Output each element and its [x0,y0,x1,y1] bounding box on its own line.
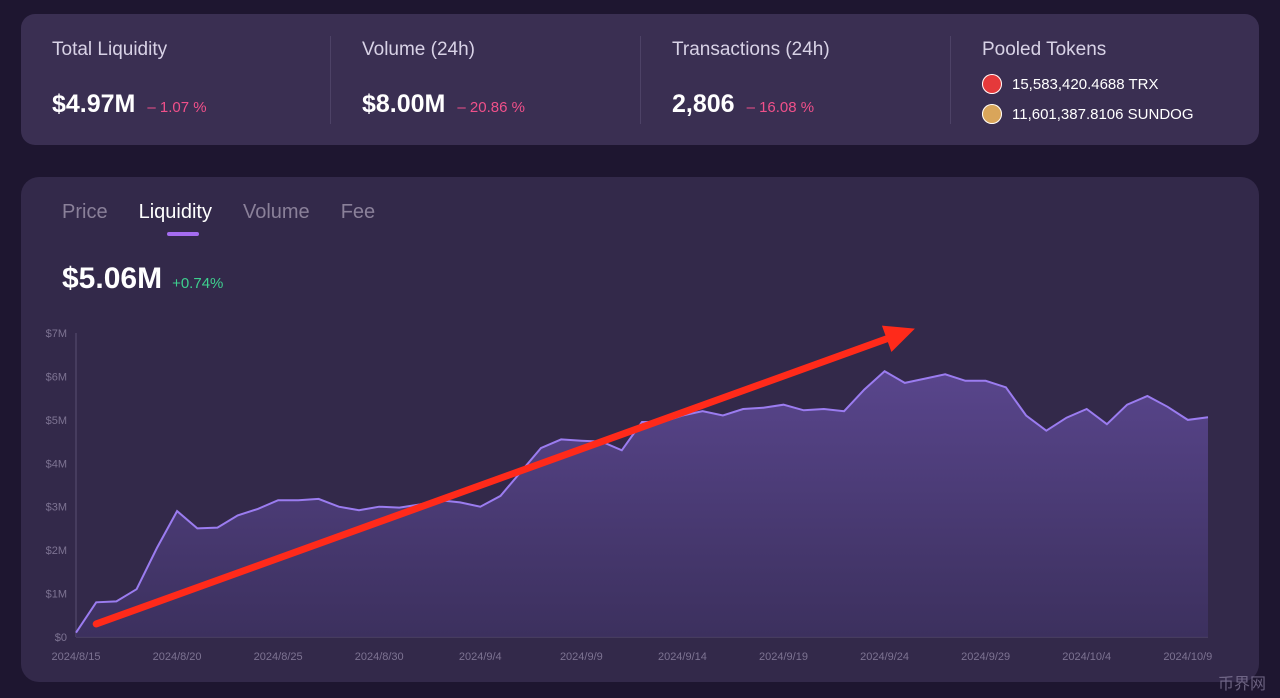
trend-arrow-head [881,325,915,353]
pooled-token-sundog: 11,601,387.8106 SUNDOG [982,104,1194,124]
y-tick-label: $7M [46,328,67,340]
x-tick-label: 2024/9/24 [860,651,909,663]
volume-change: – 20.86 % [457,99,525,116]
y-axis: $0 $1M $2M $3M $4M $5M $6M $7M [46,328,67,644]
y-tick-label: $1M [46,589,67,601]
x-tick-label: 2024/9/29 [961,651,1010,663]
volume-value: $8.00M [362,90,446,118]
x-tick-label: 2024/8/25 [254,651,303,663]
x-tick-label: 2024/10/9 [1163,651,1212,663]
pooled-tokens-title: Pooled Tokens [982,39,1107,60]
pooled-token-trx: 15,583,420.4688 TRX [982,74,1159,94]
x-tick-label: 2024/9/4 [459,651,502,663]
total-liquidity-change: – 1.07 % [147,99,207,116]
trend-arrow [92,325,915,628]
volume-title: Volume (24h) [362,39,476,60]
x-tick-label: 2024/8/15 [52,651,101,663]
active-tab-indicator [167,232,199,236]
chart-headline: $5.06M +0.74% [62,262,223,296]
tab-liquidity[interactable]: Liquidity [138,201,212,223]
y-tick-label: $5M [46,415,67,427]
total-liquidity-title: Total Liquidity [52,39,168,60]
y-tick-label: $0 [55,632,67,644]
tab-fee[interactable]: Fee [340,201,376,223]
stat-divider [640,36,641,124]
liquidity-area [76,371,1208,637]
y-tick-label: $3M [46,502,67,514]
x-tick-label: 2024/9/19 [759,651,808,663]
stats-panel: Total Liquidity $4.97M – 1.07 % Volume (… [21,14,1259,145]
x-tick-label: 2024/9/9 [560,651,603,663]
x-tick-label: 2024/8/30 [355,651,404,663]
stat-divider [330,36,331,124]
sundog-icon [982,104,1002,124]
y-tick-label: $4M [46,458,67,470]
liquidity-line [75,369,1209,634]
trx-icon [982,74,1002,94]
y-tick-label: $2M [46,545,67,557]
x-tick-label: 2024/9/14 [658,651,707,663]
stat-divider [950,36,951,124]
headline-change: +0.74% [172,275,224,292]
tab-volume[interactable]: Volume [242,201,310,223]
chart-tabs: Price Liquidity Volume Fee [62,201,406,224]
transactions-value: 2,806 [672,90,735,118]
sundog-amount: 11,601,387.8106 SUNDOG [1012,105,1194,123]
x-tick-label: 2024/10/4 [1062,651,1111,663]
trend-arrow-shaft [92,335,891,628]
x-tick-label: 2024/8/20 [153,651,202,663]
headline-value: $5.06M [62,262,163,295]
x-axis: 2024/8/15 2024/8/20 2024/8/25 2024/8/30 2024… [52,651,1213,663]
transactions-title: Transactions (24h) [672,39,830,60]
total-liquidity-value: $4.97M [52,90,136,118]
watermark: 币界网 [1217,676,1266,693]
transactions-change: – 16.08 % [746,99,815,116]
tab-price[interactable]: Price [62,201,108,223]
y-tick-label: $6M [46,371,67,383]
trx-amount: 15,583,420.4688 TRX [1012,75,1159,93]
